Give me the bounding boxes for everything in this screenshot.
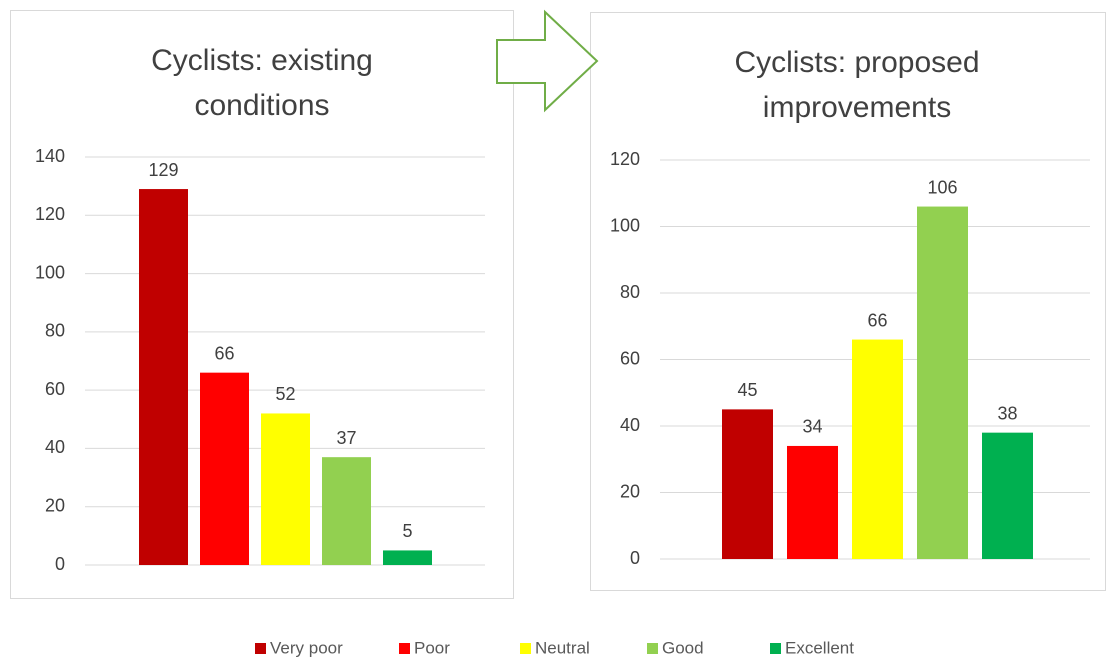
legend-swatch <box>647 643 658 654</box>
legend-swatch <box>770 643 781 654</box>
y-tick-label: 120 <box>610 149 640 169</box>
legend-label: Excellent <box>785 638 854 657</box>
data-label: 38 <box>997 403 1017 423</box>
y-tick-label: 120 <box>35 204 65 224</box>
y-tick-label: 40 <box>45 437 65 457</box>
bar <box>852 339 903 559</box>
y-tick-label: 20 <box>620 481 640 501</box>
chart-title: Cyclists: existing conditions <box>151 44 373 122</box>
bar <box>261 413 310 565</box>
y-tick-label: 40 <box>620 415 640 435</box>
y-tick-label: 100 <box>610 215 640 235</box>
y-tick-label: 60 <box>620 348 640 368</box>
y-tick-label: 80 <box>620 282 640 302</box>
legend-swatch <box>520 643 531 654</box>
y-tick-label: 0 <box>55 554 65 574</box>
legend-label: Good <box>662 638 704 657</box>
legend-swatch <box>255 643 266 654</box>
y-tick-label: 80 <box>45 321 65 341</box>
data-label: 129 <box>148 160 178 180</box>
y-tick-label: 140 <box>35 146 65 166</box>
legend-label: Poor <box>414 638 450 657</box>
data-label: 66 <box>214 343 234 363</box>
bar <box>322 457 371 565</box>
bar <box>722 409 773 559</box>
legend-label: Neutral <box>535 638 590 657</box>
bar <box>200 372 249 565</box>
bar <box>383 550 432 565</box>
arrow <box>496 9 599 113</box>
bar <box>139 189 188 566</box>
data-label: 66 <box>867 310 887 330</box>
data-label: 5 <box>402 521 412 541</box>
bar <box>917 206 968 560</box>
legend-swatch <box>399 643 410 654</box>
data-label: 106 <box>927 177 957 197</box>
bar <box>982 432 1033 559</box>
y-tick-label: 0 <box>630 548 640 568</box>
chart-title: Cyclists: proposed improvements <box>734 46 980 124</box>
y-tick-label: 60 <box>45 379 65 399</box>
legend-label: Very poor <box>270 638 343 657</box>
data-label: 45 <box>737 380 757 400</box>
y-tick-label: 20 <box>45 495 65 515</box>
data-label: 37 <box>336 428 356 448</box>
data-label: 34 <box>802 417 822 437</box>
data-label: 52 <box>275 384 295 404</box>
bar <box>787 445 838 559</box>
y-tick-label: 100 <box>35 262 65 282</box>
